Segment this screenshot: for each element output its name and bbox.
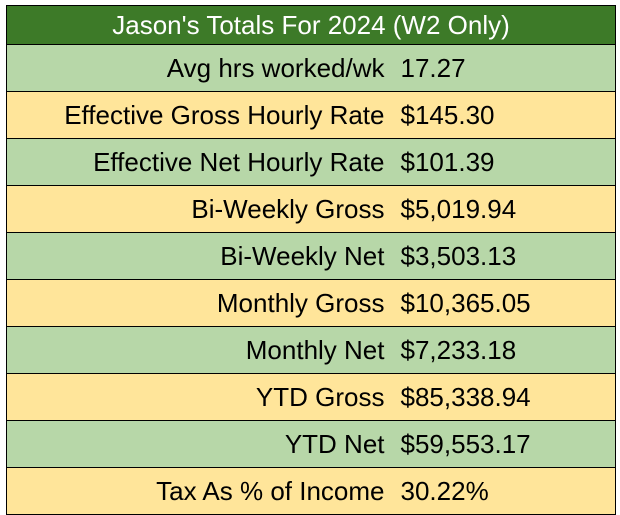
row-value[interactable]: $145.30 (390, 91, 616, 139)
row-label[interactable]: Avg hrs worked/wk (6, 44, 391, 92)
table-row-biweekly-net: Bi-Weekly Net $3,503.13 (6, 232, 616, 280)
table-row-biweekly-gross: Bi-Weekly Gross $5,019.94 (6, 185, 616, 233)
row-label[interactable]: Bi-Weekly Net (6, 232, 391, 280)
table-row-monthly-gross: Monthly Gross $10,365.05 (6, 279, 616, 327)
table-row-ytd-net: YTD Net $59,553.17 (6, 420, 616, 468)
row-label[interactable]: Tax As % of Income (6, 467, 391, 515)
row-label[interactable]: Monthly Net (6, 326, 391, 374)
row-value[interactable]: $85,338.94 (390, 373, 616, 421)
row-label[interactable]: YTD Gross (6, 373, 391, 421)
row-label[interactable]: Monthly Gross (6, 279, 391, 327)
table-row-ytd-gross: YTD Gross $85,338.94 (6, 373, 616, 421)
row-value[interactable]: $10,365.05 (390, 279, 616, 327)
table-row-monthly-net: Monthly Net $7,233.18 (6, 326, 616, 374)
table-row-avg-hours: Avg hrs worked/wk 17.27 (6, 44, 616, 92)
row-value[interactable]: $101.39 (390, 138, 616, 186)
row-value[interactable]: 17.27 (390, 44, 616, 92)
header-row: Jason's Totals For 2024 (W2 Only) (6, 5, 616, 45)
row-value[interactable]: $59,553.17 (390, 420, 616, 468)
row-value[interactable]: $7,233.18 (390, 326, 616, 374)
row-label[interactable]: Bi-Weekly Gross (6, 185, 391, 233)
row-label[interactable]: Effective Net Hourly Rate (6, 138, 391, 186)
table-title[interactable]: Jason's Totals For 2024 (W2 Only) (6, 5, 616, 45)
totals-table: Jason's Totals For 2024 (W2 Only) Avg hr… (6, 5, 616, 515)
row-value[interactable]: 30.22% (390, 467, 616, 515)
table-row-net-hourly-rate: Effective Net Hourly Rate $101.39 (6, 138, 616, 186)
row-label[interactable]: Effective Gross Hourly Rate (6, 91, 391, 139)
row-value[interactable]: $5,019.94 (390, 185, 616, 233)
row-value[interactable]: $3,503.13 (390, 232, 616, 280)
row-label[interactable]: YTD Net (6, 420, 391, 468)
table-row-tax-percent: Tax As % of Income 30.22% (6, 467, 616, 515)
table-row-gross-hourly-rate: Effective Gross Hourly Rate $145.30 (6, 91, 616, 139)
